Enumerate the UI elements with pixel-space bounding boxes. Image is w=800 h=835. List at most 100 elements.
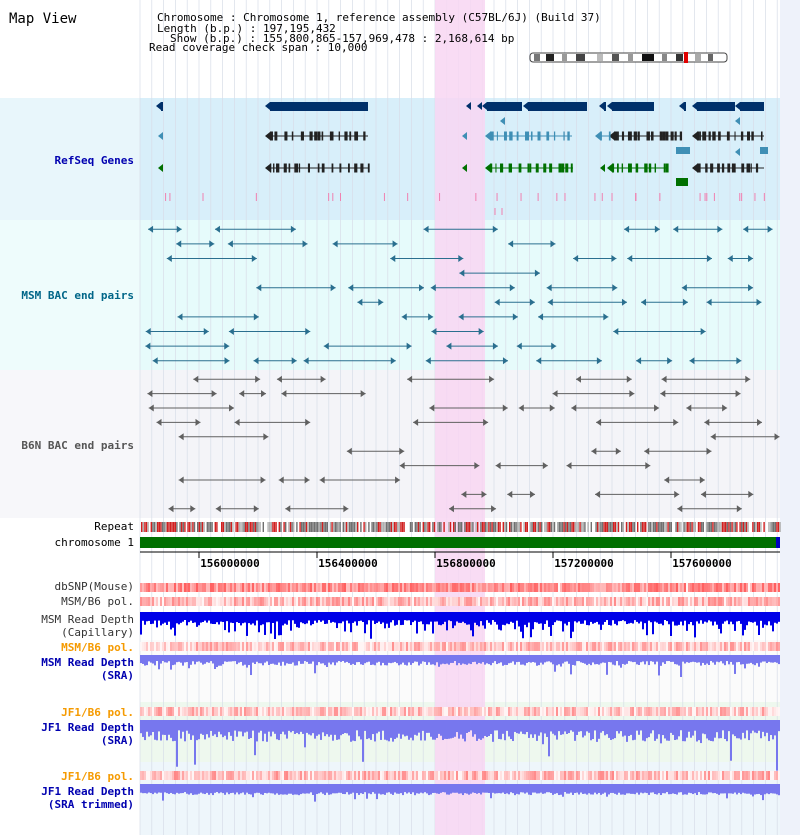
heat-cell — [246, 707, 248, 716]
selected-region-highlight[interactable] — [435, 0, 485, 835]
gene-exon — [570, 163, 573, 173]
heat-cell — [292, 583, 294, 592]
bac-end-marker — [228, 328, 234, 335]
chromosome-ideogram[interactable] — [529, 52, 728, 63]
heat-cell — [602, 642, 604, 651]
b6n-bac-track[interactable] — [147, 375, 780, 513]
depth-bar — [752, 612, 754, 623]
heat-cell — [732, 771, 734, 780]
depth-bar — [472, 784, 474, 793]
gene-exon — [750, 163, 752, 173]
depth-bar — [670, 612, 672, 636]
bac-end-marker — [495, 462, 501, 470]
heat-cell — [274, 597, 276, 606]
depth-bar — [546, 784, 548, 793]
heat-cell — [476, 583, 478, 592]
depth-bar — [536, 784, 538, 794]
repeat-track[interactable] — [141, 522, 781, 532]
gene-exon — [654, 163, 657, 173]
heat-cell — [630, 642, 632, 651]
depth-bar — [622, 720, 624, 737]
bac-end-marker — [611, 255, 617, 262]
depth-bar — [550, 784, 552, 793]
heat-cell — [544, 583, 546, 592]
gene-block — [697, 102, 735, 111]
heat-cell — [354, 583, 356, 592]
msm-bac-track[interactable] — [145, 225, 773, 365]
heat-cell — [722, 642, 724, 651]
gene-exon — [546, 131, 550, 141]
heat-cell — [336, 771, 338, 780]
repeat-element — [525, 522, 527, 532]
heat-cell — [744, 597, 746, 606]
depth-bar — [338, 784, 340, 793]
depth-bar — [220, 612, 222, 622]
depth-bar — [688, 720, 690, 732]
heat-cell — [256, 707, 258, 716]
heat-cell — [510, 707, 512, 716]
depth-bar — [414, 612, 416, 621]
depth-bar — [144, 655, 146, 666]
repeat-element — [329, 522, 332, 532]
heat-cell — [260, 597, 262, 606]
repeat-element — [539, 522, 541, 532]
gene-exon — [674, 131, 677, 141]
heat-cell — [214, 707, 216, 716]
heat-cell — [284, 707, 286, 716]
heat-cell — [220, 583, 222, 592]
heat-cell — [664, 642, 666, 651]
depth-bar — [446, 655, 448, 664]
heat-cell — [696, 597, 698, 606]
repeat-element — [713, 522, 716, 532]
depth-bar — [688, 655, 690, 663]
heat-cell — [648, 707, 650, 716]
polymorphism-heat-tracks[interactable] — [140, 583, 780, 780]
heat-cell — [190, 642, 192, 651]
heat-cell — [604, 707, 606, 716]
heat-cell — [706, 642, 708, 651]
heat-cell — [220, 597, 222, 606]
heat-cell — [356, 771, 358, 780]
depth-bar — [508, 655, 510, 664]
depth-bar — [272, 655, 274, 664]
heat-cell — [704, 707, 706, 716]
depth-bar — [690, 720, 692, 738]
heat-cell — [514, 583, 516, 592]
heat-cell — [450, 597, 452, 606]
gene-block — [612, 102, 654, 111]
depth-bar — [430, 612, 432, 622]
chromosome-bar[interactable] — [140, 537, 776, 548]
depth-bar — [582, 655, 584, 663]
heat-cell — [186, 583, 188, 592]
heat-cell — [732, 707, 734, 716]
heat-cell — [448, 642, 450, 651]
depth-bar — [520, 655, 522, 665]
heat-cell — [510, 771, 512, 780]
heat-cell — [566, 642, 568, 651]
heat-cell — [204, 771, 206, 780]
depth-bar — [246, 612, 248, 636]
heat-cell — [496, 707, 498, 716]
read-depth-tracks[interactable] — [140, 612, 780, 802]
bac-end-marker — [304, 476, 310, 484]
heat-cell — [180, 583, 182, 592]
heat-cell — [754, 642, 756, 651]
track-label-b6n-bac[interactable]: B6N BAC end pairs — [21, 439, 134, 452]
heat-cell — [306, 771, 308, 780]
heat-cell — [758, 771, 760, 780]
repeat-element — [206, 522, 208, 532]
track-label-refseq[interactable]: RefSeq Genes — [55, 154, 134, 167]
bac-end-marker — [319, 476, 325, 484]
depth-bar — [296, 784, 298, 795]
depth-bar — [756, 612, 758, 626]
repeat-element — [605, 522, 607, 532]
heat-cell — [676, 771, 678, 780]
refseq-genes-track[interactable] — [156, 102, 768, 215]
bac-end-marker — [551, 342, 557, 350]
track-label-msm-bac[interactable]: MSM BAC end pairs — [21, 289, 134, 302]
heat-cell — [380, 771, 382, 780]
depth-bar — [144, 720, 146, 741]
heat-cell — [724, 597, 726, 606]
bac-end-marker — [446, 342, 452, 350]
